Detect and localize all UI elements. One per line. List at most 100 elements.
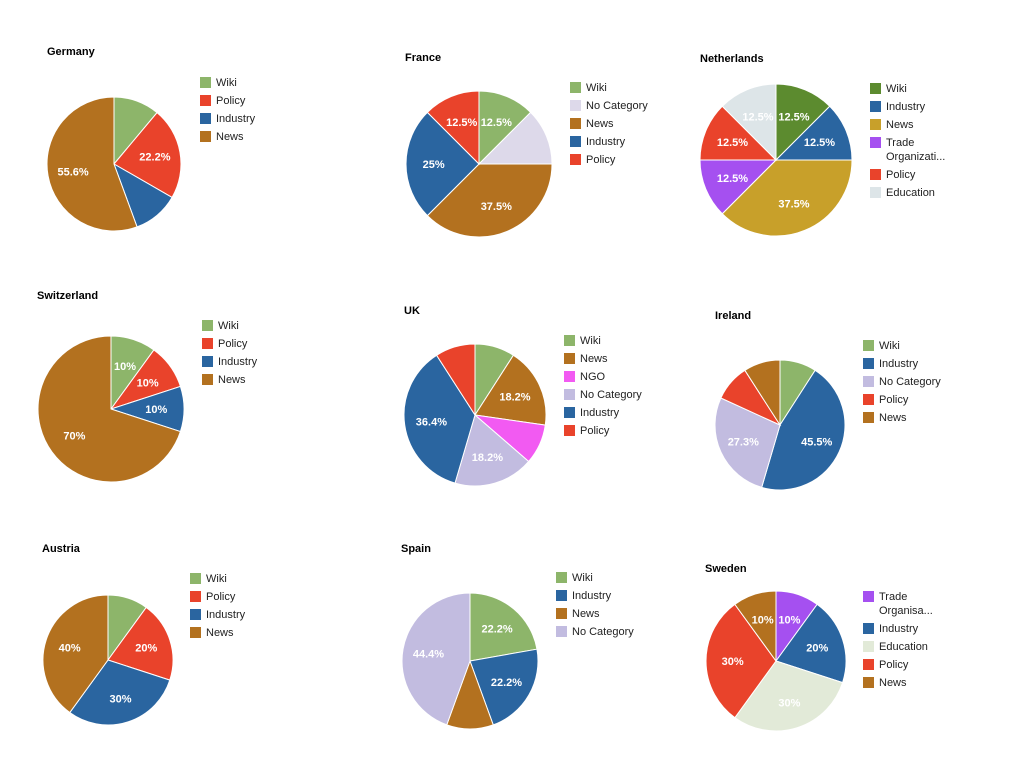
spain-slice-no-category[interactable]: [401, 592, 471, 726]
legend-swatch: [564, 371, 575, 382]
legend-item-industry[interactable]: Industry: [556, 589, 634, 603]
france-slice-industry[interactable]: [405, 111, 480, 217]
legend-item-policy[interactable]: Policy: [202, 337, 280, 351]
germany-slice-label-policy: 22.2%: [139, 152, 170, 164]
legend-item-industry[interactable]: Industry: [202, 355, 280, 369]
legend-item-policy[interactable]: Policy: [190, 590, 268, 604]
legend-item-policy[interactable]: Policy: [863, 393, 941, 407]
ireland-slice-no-category[interactable]: [714, 397, 781, 488]
france-slice-label-wiki: 12.5%: [481, 117, 512, 129]
legend-item-news[interactable]: News: [863, 411, 941, 425]
legend-item-policy[interactable]: Policy: [870, 168, 948, 182]
legend-swatch: [564, 407, 575, 418]
legend-item-news[interactable]: News: [202, 373, 280, 387]
sweden-slice-news[interactable]: [734, 590, 777, 663]
legend-item-news[interactable]: News: [556, 607, 634, 621]
austria-slice-news[interactable]: [42, 594, 109, 714]
sweden-slice-industry[interactable]: [775, 603, 847, 684]
netherlands-legend: Wiki Industry News Trade Organizati... Polic…: [870, 82, 948, 204]
netherlands-slice-trade-organizati[interactable]: [699, 159, 778, 215]
legend-label: News: [218, 374, 246, 386]
legend-item-wiki[interactable]: Wiki: [202, 319, 280, 333]
spain-slice-label-industry: 22.2%: [491, 677, 522, 689]
legend-item-wiki[interactable]: Wiki: [863, 339, 941, 353]
legend-label: No Category: [580, 389, 642, 401]
legend-label: NGO: [580, 371, 606, 383]
legend-item-industry[interactable]: Industry: [564, 406, 642, 420]
legend-label: Wiki: [586, 82, 607, 94]
netherlands-slice-wiki[interactable]: [775, 83, 831, 162]
netherlands-slice-industry[interactable]: [774, 105, 853, 161]
france-slice-wiki[interactable]: [478, 90, 532, 166]
legend-swatch: [190, 573, 201, 584]
legend-item-news[interactable]: News: [570, 117, 648, 131]
legend-item-industry[interactable]: Industry: [190, 608, 268, 622]
switzerland-slice-label-industry: 10%: [145, 404, 167, 416]
legend-item-policy[interactable]: Policy: [863, 658, 941, 672]
legend-label: News: [879, 412, 907, 424]
netherlands-slice-education[interactable]: [721, 83, 777, 162]
sweden-slice-policy[interactable]: [705, 603, 777, 719]
germany-slice-news[interactable]: [46, 96, 138, 232]
legend-item-wiki[interactable]: Wiki: [200, 76, 278, 90]
germany-legend: Wiki Policy Industry News: [200, 76, 278, 148]
ireland-slice-industry[interactable]: [761, 369, 846, 491]
sweden-slice-education[interactable]: [734, 660, 844, 732]
austria-pie: 20% 30% 40%: [42, 594, 174, 726]
legend-item-ngo[interactable]: NGO: [564, 370, 642, 384]
france-slice-news[interactable]: [426, 163, 553, 238]
legend-swatch: [870, 169, 881, 180]
legend-item-no-category[interactable]: No Category: [556, 625, 634, 639]
uk-slice-news[interactable]: [474, 354, 547, 426]
legend-swatch: [870, 187, 881, 198]
austria-slice-industry[interactable]: [69, 659, 171, 726]
france-slice-policy[interactable]: [426, 90, 480, 166]
uk-slice-no-category[interactable]: [454, 414, 530, 487]
legend-item-trade-organizati[interactable]: Trade Organizati...: [870, 136, 948, 164]
ireland-slice-news[interactable]: [744, 359, 781, 427]
austria-slice-policy[interactable]: [107, 606, 174, 681]
legend-item-industry[interactable]: Industry: [870, 100, 948, 114]
legend-item-news[interactable]: News: [863, 676, 941, 690]
legend-item-wiki[interactable]: Wiki: [190, 572, 268, 586]
uk-pie: 18.2% 18.2% 36.4%: [403, 343, 547, 487]
legend-item-news[interactable]: News: [564, 352, 642, 366]
legend-swatch: [564, 425, 575, 436]
legend-item-no-category[interactable]: No Category: [863, 375, 941, 389]
legend-item-policy[interactable]: Policy: [570, 153, 648, 167]
uk-slice-policy[interactable]: [435, 343, 476, 417]
legend-swatch: [570, 136, 581, 147]
switzerland-slice-news[interactable]: [37, 335, 182, 483]
germany-slice-policy[interactable]: [113, 111, 182, 199]
legend-label: Industry: [879, 358, 919, 370]
legend-item-industry[interactable]: Industry: [570, 135, 648, 149]
legend-item-wiki[interactable]: Wiki: [870, 82, 948, 96]
legend-item-news[interactable]: News: [190, 626, 268, 640]
spain-slice-industry[interactable]: [469, 648, 539, 726]
netherlands-slice-policy[interactable]: [699, 105, 778, 161]
legend-item-news[interactable]: News: [200, 130, 278, 144]
legend-item-wiki[interactable]: Wiki: [564, 334, 642, 348]
spain-slice-wiki[interactable]: [469, 592, 538, 662]
france-slice-no-category[interactable]: [477, 111, 553, 165]
ireland-pie: 45.5% 27.3%: [714, 359, 846, 491]
legend-item-industry[interactable]: Industry: [863, 622, 941, 636]
legend-swatch: [863, 623, 874, 634]
legend-item-wiki[interactable]: Wiki: [570, 81, 648, 95]
uk-slice-industry[interactable]: [403, 354, 476, 484]
legend-item-education[interactable]: Education: [863, 640, 941, 654]
legend-item-industry[interactable]: Industry: [200, 112, 278, 126]
legend-item-wiki[interactable]: Wiki: [556, 571, 634, 585]
legend-item-industry[interactable]: Industry: [863, 357, 941, 371]
legend-label: No Category: [572, 626, 634, 638]
legend-item-news[interactable]: News: [870, 118, 948, 132]
legend-item-trade-organisa[interactable]: Trade Organisa...: [863, 590, 941, 618]
netherlands-slice-news[interactable]: [721, 159, 853, 237]
legend-item-policy[interactable]: Policy: [200, 94, 278, 108]
legend-item-education[interactable]: Education: [870, 186, 948, 200]
legend-item-no-category[interactable]: No Category: [570, 99, 648, 113]
austria-slice-label-industry: 30%: [109, 693, 131, 705]
legend-label: Policy: [879, 394, 909, 406]
legend-item-policy[interactable]: Policy: [564, 424, 642, 438]
legend-item-no-category[interactable]: No Category: [564, 388, 642, 402]
